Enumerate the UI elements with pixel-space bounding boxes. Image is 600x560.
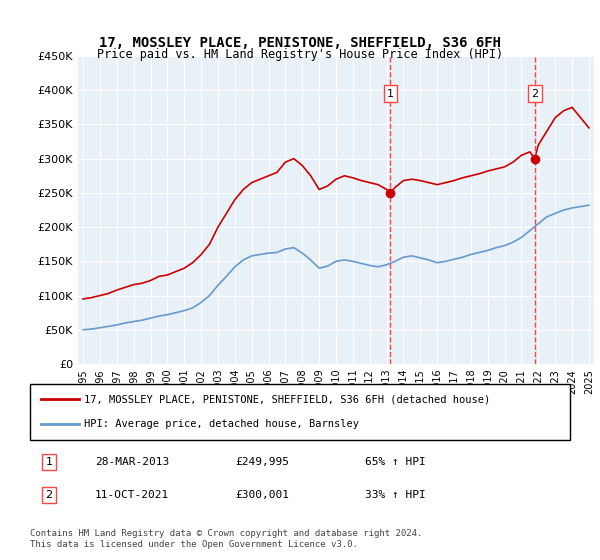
Text: 2: 2 — [46, 490, 52, 500]
Text: 33% ↑ HPI: 33% ↑ HPI — [365, 490, 425, 500]
Text: 1: 1 — [387, 88, 394, 99]
Text: 28-MAR-2013: 28-MAR-2013 — [95, 457, 169, 467]
Text: Price paid vs. HM Land Registry's House Price Index (HPI): Price paid vs. HM Land Registry's House … — [97, 48, 503, 60]
FancyBboxPatch shape — [30, 384, 570, 440]
Text: 11-OCT-2021: 11-OCT-2021 — [95, 490, 169, 500]
Text: Contains HM Land Registry data © Crown copyright and database right 2024.
This d: Contains HM Land Registry data © Crown c… — [30, 529, 422, 549]
Text: £249,995: £249,995 — [235, 457, 289, 467]
Text: 17, MOSSLEY PLACE, PENISTONE, SHEFFIELD, S36 6FH: 17, MOSSLEY PLACE, PENISTONE, SHEFFIELD,… — [99, 36, 501, 50]
Text: 65% ↑ HPI: 65% ↑ HPI — [365, 457, 425, 467]
Text: 2: 2 — [531, 88, 538, 99]
Text: £300,001: £300,001 — [235, 490, 289, 500]
Text: 1: 1 — [46, 457, 52, 467]
Text: HPI: Average price, detached house, Barnsley: HPI: Average price, detached house, Barn… — [84, 419, 359, 429]
Text: 17, MOSSLEY PLACE, PENISTONE, SHEFFIELD, S36 6FH (detached house): 17, MOSSLEY PLACE, PENISTONE, SHEFFIELD,… — [84, 394, 490, 404]
